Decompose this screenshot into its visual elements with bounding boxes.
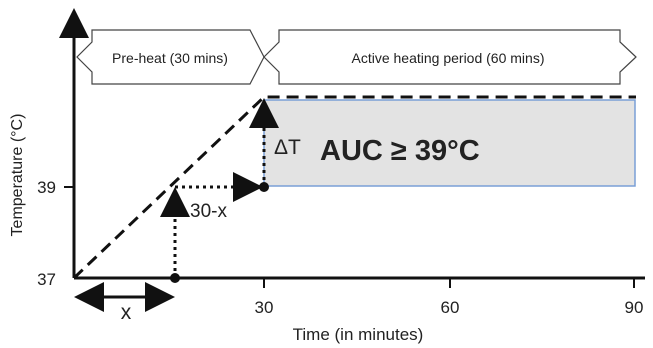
point-x-on-axis — [170, 273, 180, 283]
delta-t-label: ΔT — [274, 136, 301, 159]
x-axis-title: Time (in minutes) — [293, 325, 424, 344]
thirty-minus-x-label: 30-x — [190, 201, 227, 222]
x-tick-label-60: 60 — [441, 298, 460, 317]
auc-shaded-region — [263, 99, 636, 187]
active-phase-label: Active heating period (60 mins) — [352, 50, 545, 66]
preheat-phase-arrow — [76, 29, 265, 85]
y-axis-title: Temperature (°C) — [9, 114, 26, 237]
x-label: x — [121, 301, 132, 324]
preheat-phase-label: Pre-heat (30 mins) — [112, 50, 228, 66]
point-39-at-30 — [259, 182, 269, 192]
active-phase-arrow — [263, 29, 637, 85]
y-tick-label-39: 39 — [37, 178, 56, 197]
x-tick-label-90: 90 — [625, 298, 644, 317]
x-tick-label-30: 30 — [255, 298, 274, 317]
auc-label: AUC ≥ 39°C — [320, 135, 480, 167]
temperature-profile-line — [72, 95, 636, 280]
y-tick-label-37: 37 — [37, 270, 56, 289]
